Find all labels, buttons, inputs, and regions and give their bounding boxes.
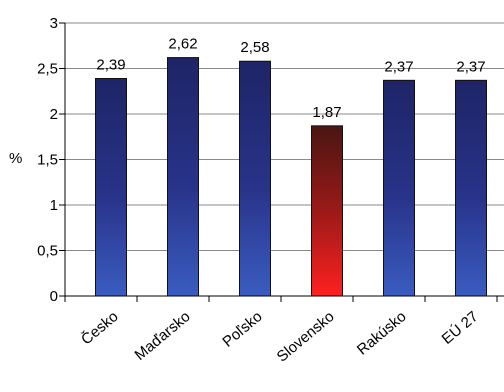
axes [64,23,504,302]
x-category-label: Maďarsko [132,308,194,364]
data-label: 2,62 [168,36,197,53]
x-category-label: EÚ 27 [439,308,482,348]
bar-3 [311,125,343,297]
data-label: 2,39 [96,57,125,74]
y-tick-label: 0,5 [37,243,58,260]
data-label: 2,37 [384,58,413,75]
bar-2 [239,60,271,297]
bar-0 [95,78,127,297]
data-label: 2,37 [456,58,485,75]
bar-5 [455,79,487,297]
x-category-label: Česko [78,308,122,348]
y-axis-title: % [9,150,22,167]
x-category-label: Rakúsko [354,308,410,359]
data-label: 1,87 [312,104,341,121]
bars [95,57,487,297]
data-labels: 2,39 2,62 2,58 1,87 2,37 2,37 [96,36,485,121]
y-tick-label: 3 [50,15,58,32]
bar-4 [383,79,415,297]
y-tick-label: 0 [50,288,58,305]
y-tick-label: 1 [50,197,58,214]
y-tick-label: 1,5 [37,152,58,169]
y-tick-label: 2 [50,106,58,123]
x-category-label: Slovensko [274,308,338,366]
y-tick-label: 2,5 [37,61,58,78]
x-axis-categories: Česko Maďarsko Poľsko Slovensko Rakúsko EÚ 27 [78,308,482,366]
bar-1 [167,57,199,297]
data-label: 2,58 [240,39,269,56]
y-axis-ticks: 0 0,5 1 1,5 2 2,5 3 [37,15,65,305]
gridlines [65,22,504,251]
x-category-label: Poľsko [219,308,265,351]
